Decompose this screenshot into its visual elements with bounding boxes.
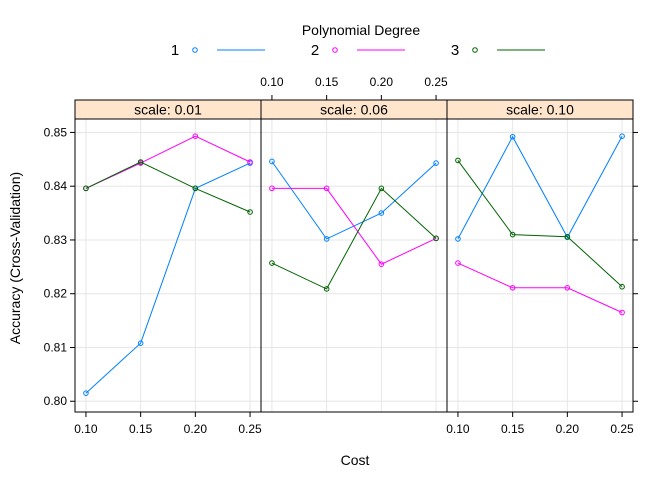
data-point-2-0 bbox=[269, 185, 275, 192]
data-point-3-2 bbox=[192, 185, 199, 192]
x-tick-label: 0.10 bbox=[74, 422, 98, 436]
data-point-2-1 bbox=[323, 185, 330, 192]
data-point-3-0 bbox=[83, 185, 89, 192]
data-point-3-0 bbox=[455, 157, 461, 164]
y-tick-label: 0.85 bbox=[44, 125, 68, 139]
data-point-1-3 bbox=[433, 160, 439, 166]
data-point-3-2 bbox=[378, 185, 385, 192]
x-tick-label: 0.10 bbox=[260, 75, 284, 89]
series-line-3 bbox=[457, 160, 623, 288]
data-point-3-1 bbox=[323, 286, 330, 292]
data-point-3-3 bbox=[247, 209, 253, 215]
x-tick-label: 0.20 bbox=[184, 422, 208, 436]
strip-label: scale: 0.01 bbox=[134, 102, 202, 118]
x-tick-label: 0.15 bbox=[315, 75, 339, 89]
panel-1: scale: 0.01 0.10 0.15 0.20 0.25 bbox=[74, 99, 262, 436]
data-point-3-3 bbox=[433, 235, 439, 242]
legend-label-1: 1 bbox=[171, 42, 179, 59]
panel-border bbox=[260, 118, 448, 413]
legend-marker-1 bbox=[192, 47, 198, 53]
y-tick-label: 0.81 bbox=[44, 340, 68, 354]
x-tick-label: 0.25 bbox=[424, 75, 448, 89]
data-point-3-0 bbox=[269, 260, 275, 266]
series-line-1 bbox=[85, 162, 251, 394]
legend-label-2: 2 bbox=[311, 42, 319, 59]
strip-label: scale: 0.06 bbox=[320, 102, 388, 118]
x-tick-label: 0.10 bbox=[446, 422, 470, 436]
data-point-2-3 bbox=[619, 309, 625, 316]
data-point-1-0 bbox=[83, 390, 89, 396]
data-point-1-0 bbox=[269, 158, 275, 165]
y-tick-label: 0.84 bbox=[44, 179, 68, 193]
series-line-3 bbox=[271, 187, 437, 290]
x-tick-label: 0.15 bbox=[129, 422, 153, 436]
data-point-1-0 bbox=[455, 236, 461, 242]
x-tick-label: 0.25 bbox=[610, 422, 634, 436]
x-tick-label: 0.20 bbox=[556, 422, 580, 436]
y-tick-label: 0.82 bbox=[44, 287, 68, 301]
panel-3: scale: 0.10 0.10 0.15 0.20 0.25 bbox=[446, 99, 634, 436]
data-point-3-1 bbox=[509, 231, 516, 238]
data-point-2-0 bbox=[455, 260, 461, 266]
panel-2: scale: 0.06 0.10 0.15 0.20 0.25 bbox=[260, 75, 448, 413]
data-point-1-3 bbox=[619, 133, 625, 140]
x-tick-label: 0.20 bbox=[370, 75, 394, 89]
legend-marker-2 bbox=[332, 47, 338, 53]
series-line-2 bbox=[271, 187, 437, 265]
x-tick-label: 0.25 bbox=[238, 422, 262, 436]
data-point-3-2 bbox=[564, 233, 571, 240]
legend-marker-3 bbox=[472, 47, 478, 53]
data-point-1-1 bbox=[509, 133, 516, 140]
data-point-1-2 bbox=[378, 210, 385, 216]
data-point-2-3 bbox=[247, 159, 253, 165]
panels: scale: 0.01 0.10 0.15 0.20 0.25 scale: 0.06 0.… bbox=[74, 75, 634, 436]
data-point-2-2 bbox=[378, 261, 385, 267]
data-point-1-1 bbox=[323, 236, 330, 242]
legend: 1 2 3 bbox=[171, 42, 545, 59]
series-line-2 bbox=[457, 262, 623, 313]
series-line-1 bbox=[457, 135, 623, 240]
legend-label-3: 3 bbox=[451, 42, 459, 59]
data-point-1-1 bbox=[137, 340, 144, 346]
data-point-2-2 bbox=[564, 285, 571, 291]
x-tick-label: 0.15 bbox=[501, 422, 525, 436]
series-line-2 bbox=[85, 135, 251, 189]
y-tick-label: 0.83 bbox=[44, 233, 68, 247]
strip-label: scale: 0.10 bbox=[506, 102, 574, 118]
x-axis-label: Cost bbox=[341, 452, 370, 468]
data-point-2-2 bbox=[192, 133, 199, 140]
legend-title: Polynomial Degree bbox=[302, 22, 420, 38]
panel-border bbox=[446, 118, 634, 413]
data-point-2-1 bbox=[509, 285, 516, 291]
series-line-1 bbox=[271, 161, 437, 240]
data-point-3-1 bbox=[137, 159, 144, 165]
y-tick-label: 0.80 bbox=[44, 394, 68, 408]
data-point-3-3 bbox=[619, 283, 625, 290]
series-line-3 bbox=[85, 161, 251, 213]
y-axis-label: Accuracy (Cross-Validation) bbox=[7, 172, 23, 344]
